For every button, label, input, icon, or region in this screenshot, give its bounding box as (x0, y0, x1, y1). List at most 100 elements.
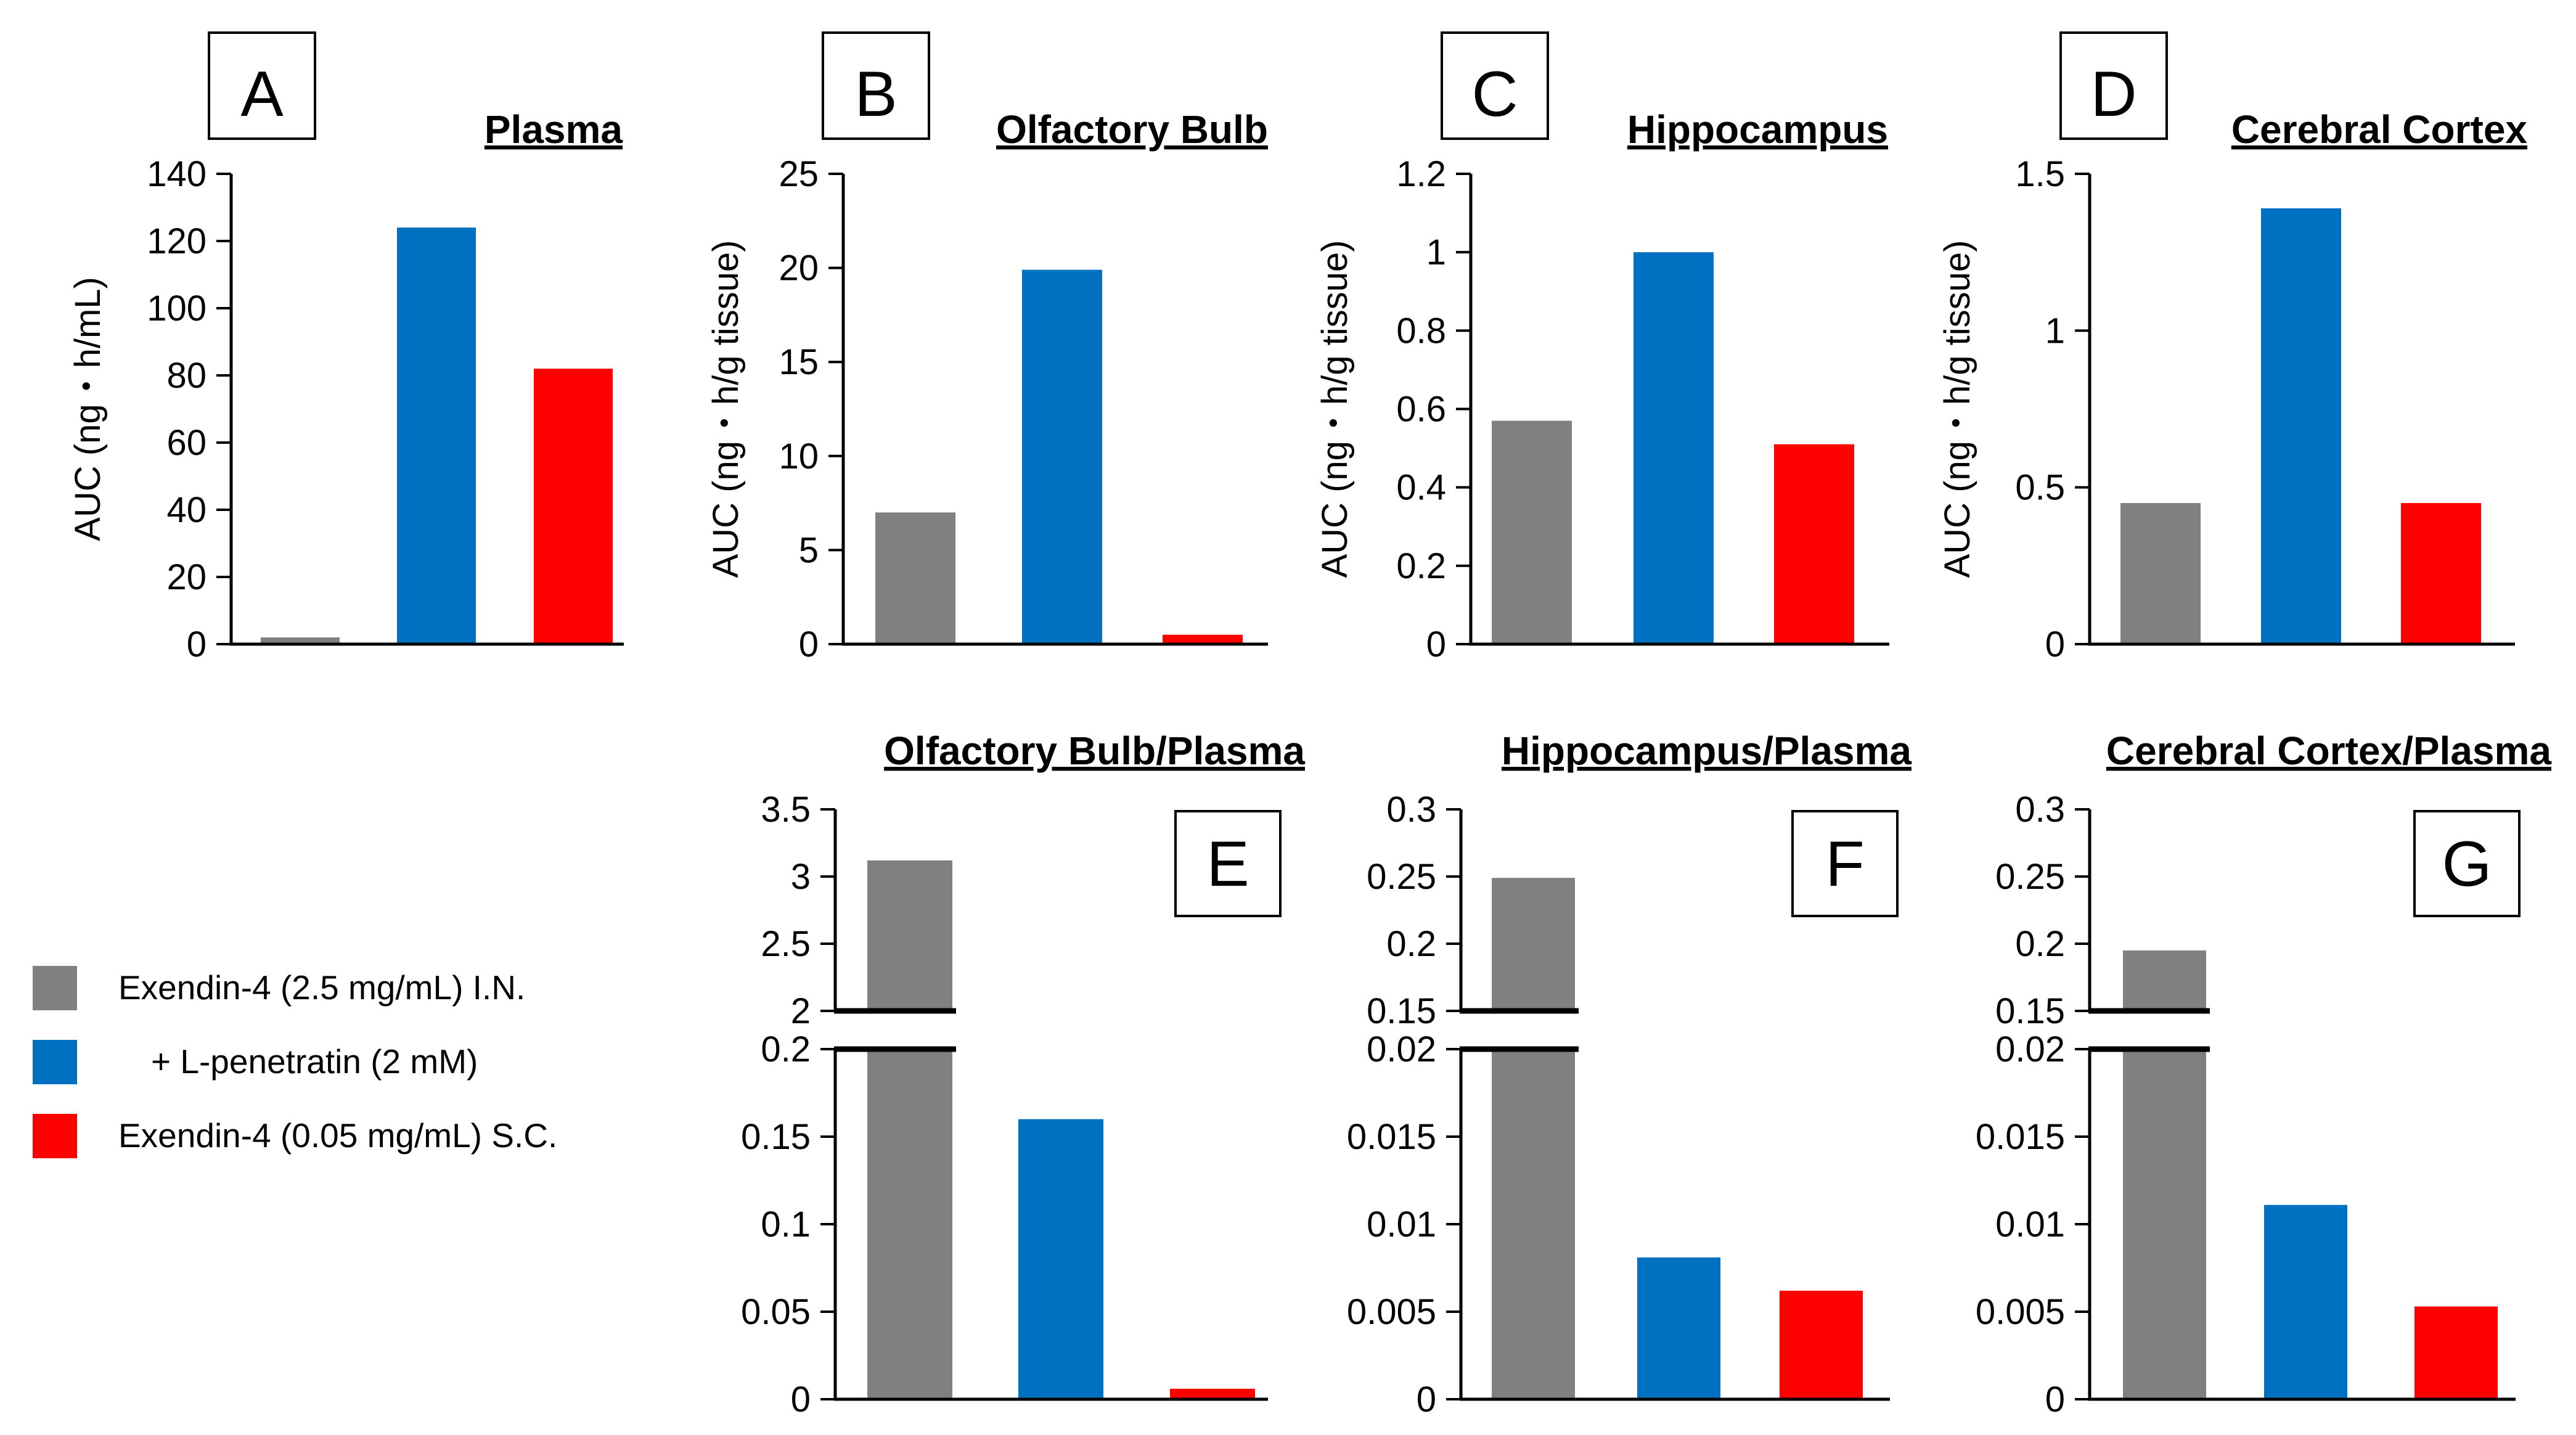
y-tick-label: 2.5 (761, 924, 811, 964)
chart-panel-C: 0 0.2 0.4 0.6 0.8 1 1.2 AUC (ng・h/g tissue) Hipp… (1315, 31, 1889, 664)
y-tick-label: 0.05 (741, 1292, 811, 1332)
panel-title: Olfactory Bulb (996, 107, 1268, 152)
panel-letter-box (1174, 810, 1282, 917)
y-tick-label: 0.02 (1367, 1029, 1436, 1069)
y-tick-label: 80 (166, 356, 206, 396)
y-tick-label: 20 (166, 557, 206, 597)
y-tick-label: 5 (799, 530, 819, 570)
chart-panel-A: 0 20 40 60 80 100 120 140 AUC (ng・h/mL) Plasma A (68, 31, 624, 664)
y-tick-label: 0.2 (1396, 546, 1446, 586)
y-axis-label: AUC (ng・h/g tissue) (706, 240, 746, 578)
y-tick-label: 2 (791, 991, 811, 1031)
panel-letter: A (240, 59, 284, 130)
y-tick-label: 0.15 (1995, 991, 2065, 1031)
panel-title: Plasma (485, 107, 623, 152)
bar-sc (2401, 503, 2481, 644)
y-tick-label: 0.02 (1995, 1029, 2065, 1069)
y-tick-label: 0.2 (2015, 924, 2065, 964)
y-tick-label: 0.005 (1347, 1292, 1436, 1332)
y-tick-label: 10 (779, 436, 819, 476)
y-tick-label: 0.5 (2015, 468, 2065, 508)
bar-lpen (2261, 208, 2341, 644)
bar-in-upper (867, 860, 952, 1011)
panel-title: Hippocampus/Plasma (1502, 729, 1912, 773)
bar-in (2123, 1049, 2206, 1399)
y-tick-label: 0.25 (1367, 857, 1436, 897)
chart-panel-G: 0.15 0.2 0.25 0.3 0 0.005 0.01 0.015 0.02 Cerebra… (1976, 729, 2552, 1420)
chart-panel-F: 0.15 0.2 0.25 0.3 0 0.005 0.01 0.015 0.02 Hippoca… (1347, 729, 1912, 1420)
y-axis-label: AUC (ng・h/mL) (68, 277, 108, 541)
panel-letter-box (1441, 31, 1549, 140)
panel-title: Cerebral Cortex/Plasma (2106, 729, 2552, 773)
y-tick-label: 120 (147, 221, 206, 261)
panel-letter: C (1471, 59, 1518, 130)
y-tick-label: 0.3 (1386, 790, 1436, 830)
y-tick-label: 0 (1417, 1380, 1436, 1420)
y-tick-label: 3 (791, 857, 811, 897)
legend-swatch-lpen (33, 1040, 77, 1084)
y-tick-label: 0 (2045, 1380, 2065, 1420)
y-tick-label: 0.015 (1976, 1117, 2065, 1157)
y-tick-label: 0.4 (1396, 468, 1446, 508)
legend-label-sc: Exendin-4 (0.05 mg/mL) S.C. (118, 1116, 557, 1155)
bar-in (261, 637, 340, 644)
y-tick-label: 0.1 (761, 1204, 811, 1245)
bar-lpen (1018, 1119, 1103, 1399)
y-tick-label: 1 (1426, 232, 1446, 272)
y-tick-label: 100 (147, 288, 206, 329)
y-tick-label: 0.015 (1347, 1117, 1436, 1157)
chart-panel-D: 0 0.5 1 1.5 AUC (ng・h/g tissue) Cerebral Cort… (1937, 31, 2528, 664)
bar-sc (2414, 1306, 2498, 1399)
y-tick-label: 1.2 (1396, 154, 1446, 194)
y-tick-label: 0.6 (1396, 390, 1446, 430)
y-tick-label: 0 (1426, 624, 1446, 664)
y-tick-label: 0.25 (1995, 857, 2065, 897)
y-tick-label: 0.3 (2015, 790, 2065, 830)
bar-sc (1170, 1388, 1255, 1399)
legend-swatch-sc (33, 1114, 77, 1158)
bar-sc (534, 369, 613, 644)
panel-letter: G (2442, 828, 2492, 900)
y-tick-label: 60 (166, 423, 206, 463)
panel-title: Cerebral Cortex (2231, 107, 2528, 152)
bar-lpen (1022, 269, 1102, 645)
chart-panel-E: 2 2.5 3 3.5 0 0.05 0.1 0.15 0.2 Olfactory Bulb/Pl… (741, 729, 1305, 1420)
bar-in (1492, 1049, 1575, 1399)
y-tick-label: 15 (779, 342, 819, 382)
bar-sc (1780, 1290, 1863, 1399)
panel-letter-box (1791, 810, 1899, 917)
bar-lpen (397, 227, 476, 644)
panel-letter: D (2090, 59, 2136, 130)
y-tick-label: 0.2 (761, 1029, 811, 1069)
y-tick-label: 1 (2045, 311, 2065, 351)
panel-letter-box (208, 31, 316, 140)
bar-in (2120, 503, 2201, 644)
y-tick-label: 3.5 (761, 790, 811, 830)
legend-label-in: Exendin-4 (2.5 mg/mL) I.N. (118, 968, 525, 1007)
y-tick-label: 0.01 (1995, 1204, 2065, 1245)
panel-letter: B (854, 59, 897, 130)
y-tick-label: 0.15 (1367, 991, 1436, 1031)
y-tick-label: 0.8 (1396, 311, 1446, 351)
y-tick-label: 40 (166, 490, 206, 530)
y-tick-label: 0.01 (1367, 1204, 1436, 1245)
bar-in (1492, 420, 1572, 644)
legend-swatch-in (33, 966, 77, 1010)
y-tick-label: 25 (779, 154, 819, 194)
bar-in (875, 512, 955, 644)
panel-title: Olfactory Bulb/Plasma (884, 729, 1305, 773)
bar-lpen (2264, 1204, 2347, 1399)
panel-title: Hippocampus (1627, 107, 1888, 152)
y-tick-label: 20 (779, 248, 819, 288)
bar-lpen (1637, 1257, 1720, 1399)
legend: Exendin-4 (2.5 mg/mL) I.N. + L-penetrati… (33, 966, 557, 1158)
bar-lpen (1634, 252, 1714, 645)
bar-in-upper (2123, 950, 2206, 1011)
legend-label-lpen: + L-penetratin (2 mM) (151, 1042, 478, 1081)
y-tick-label: 0 (791, 1380, 811, 1420)
panel-letter: F (1825, 828, 1865, 900)
y-tick-label: 0 (2045, 624, 2065, 664)
panel-letter-box (822, 31, 930, 140)
